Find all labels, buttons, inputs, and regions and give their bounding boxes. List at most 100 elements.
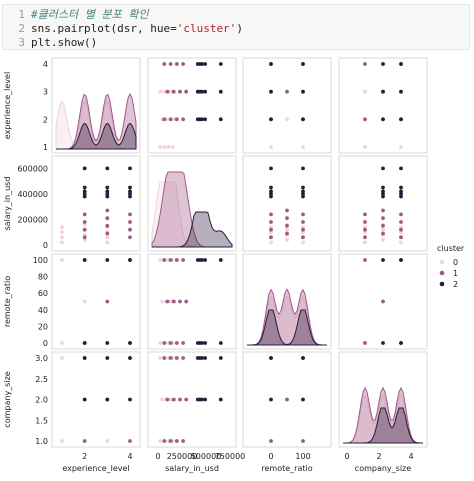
point-1-3-cluster-2 (399, 189, 403, 194)
point-0-2-cluster-0 (285, 117, 289, 122)
point-3-1-cluster-2 (218, 356, 223, 360)
point-0-2-cluster-0 (269, 145, 273, 149)
kde-company_size-cluster-2 (343, 407, 423, 444)
point-0-3-cluster-2 (399, 62, 403, 66)
point-2-3-cluster-2 (399, 258, 403, 262)
point-2-0-cluster-1 (105, 299, 110, 304)
point-0-1-cluster-2 (200, 117, 204, 122)
point-1-2-cluster-0 (285, 227, 289, 232)
point-2-0-cluster-0 (82, 299, 87, 304)
point-3-0-cluster-2 (82, 397, 87, 402)
point-1-3-cluster-1 (399, 227, 403, 232)
point-1-0-cluster-2 (82, 185, 87, 190)
code-cell[interactable]: 1 #클러스터 별 분포 확인 2 sns.pairplot(dsr, hue='c… (2, 4, 470, 50)
point-3-1-cluster-2 (200, 397, 204, 402)
point-1-3-cluster-0 (363, 225, 367, 230)
point-3-1-cluster-0 (158, 356, 163, 360)
point-2-1-cluster-0 (158, 341, 163, 345)
panel-3-0 (51, 351, 141, 448)
point-1-3-cluster-0 (381, 227, 385, 232)
point-2-0-cluster-0 (60, 258, 64, 262)
point-2-3-cluster-2 (381, 341, 385, 345)
point-1-3-cluster-1 (381, 223, 385, 228)
point-1-0-cluster-2 (82, 166, 87, 171)
panel-2-3 (338, 253, 428, 350)
point-2-1-cluster-0 (160, 299, 165, 304)
panel-1-2 (242, 155, 332, 252)
xtick-company_size: 2 (376, 452, 381, 461)
point-1-0-cluster-2 (105, 194, 110, 199)
ylabel-experience_level: experience_level (3, 72, 12, 139)
point-0-3-cluster-0 (363, 145, 367, 149)
point-3-1-cluster-2 (203, 356, 208, 360)
point-1-3-cluster-2 (399, 194, 403, 199)
point-0-1-cluster-1 (174, 62, 179, 66)
point-0-2-cluster-2 (269, 117, 273, 122)
xtick-company_size: 4 (408, 452, 413, 461)
point-0-1-cluster-0 (162, 145, 167, 149)
panel-1-3 (338, 155, 428, 252)
ylabel-remote_ratio: remote_ratio (3, 276, 12, 327)
point-3-0-cluster-2 (105, 356, 110, 360)
point-1-0-cluster-0 (82, 222, 87, 227)
point-0-1-cluster-1 (171, 89, 176, 94)
point-0-3-cluster-0 (363, 89, 367, 94)
point-2-1-cluster-2 (203, 341, 208, 345)
xtick-salary_in_usd: 0 (155, 452, 160, 461)
point-3-0-cluster-2 (105, 397, 110, 402)
point-1-2-cluster-2 (301, 194, 305, 199)
point-2-1-cluster-1 (168, 258, 173, 262)
point-1-0-cluster-2 (105, 185, 110, 190)
point-2-3-cluster-1 (363, 258, 367, 262)
point-1-3-cluster-0 (399, 240, 403, 245)
ylabel-company_size: company_size (3, 371, 12, 427)
point-3-2-cluster-2 (269, 397, 273, 402)
point-1-2-cluster-2 (269, 189, 273, 194)
point-1-0-cluster-0 (60, 235, 64, 240)
point-1-3-cluster-1 (363, 212, 367, 217)
panel-0-3 (338, 57, 428, 154)
point-0-1-cluster-0 (170, 145, 175, 149)
point-1-0-cluster-2 (128, 189, 132, 194)
point-2-3-cluster-1 (381, 299, 385, 304)
point-1-0-cluster-0 (60, 240, 64, 245)
point-2-0-cluster-2 (82, 341, 87, 345)
point-3-1-cluster-1 (162, 439, 167, 443)
kde-experience_level-cluster-2 (56, 122, 137, 150)
point-1-2-cluster-2 (269, 166, 273, 171)
point-3-2-cluster-2 (269, 356, 273, 360)
ytick-experience_level: 1 (43, 143, 48, 152)
point-2-1-cluster-1 (174, 258, 179, 262)
point-0-1-cluster-1 (168, 117, 173, 122)
point-3-1-cluster-2 (203, 397, 208, 402)
ytick-experience_level: 2 (43, 115, 48, 124)
point-0-1-cluster-1 (168, 62, 173, 66)
point-0-1-cluster-2 (203, 89, 208, 94)
point-1-3-cluster-1 (399, 220, 403, 224)
point-1-3-cluster-1 (363, 227, 367, 232)
legend-label-1: 1 (453, 269, 458, 278)
point-1-2-cluster-1 (301, 227, 305, 232)
panel-2-1 (147, 253, 237, 350)
ytick-experience_level: 3 (43, 88, 48, 97)
point-1-2-cluster-1 (285, 208, 289, 213)
point-1-3-cluster-2 (399, 166, 403, 171)
point-1-0-cluster-1 (128, 227, 132, 232)
point-1-3-cluster-1 (381, 231, 385, 236)
point-3-1-cluster-1 (178, 397, 182, 402)
point-1-2-cluster-1 (285, 231, 289, 236)
point-2-1-cluster-2 (203, 258, 208, 262)
xtick-salary_in_usd: 250000 (167, 452, 198, 461)
point-0-2-cluster-2 (269, 62, 273, 66)
point-1-0-cluster-1 (128, 212, 132, 217)
point-0-2-cluster-2 (301, 117, 305, 122)
panel-2-0 (51, 253, 141, 350)
panel-3-1 (147, 351, 237, 448)
point-0-3-cluster-0 (399, 145, 403, 149)
point-2-1-cluster-1 (162, 341, 167, 345)
point-2-3-cluster-1 (363, 341, 367, 345)
panel-2-2 (242, 253, 332, 350)
ytick-remote_ratio: 80 (38, 273, 48, 282)
point-3-1-cluster-1 (168, 439, 173, 443)
point-2-1-cluster-2 (200, 258, 204, 262)
